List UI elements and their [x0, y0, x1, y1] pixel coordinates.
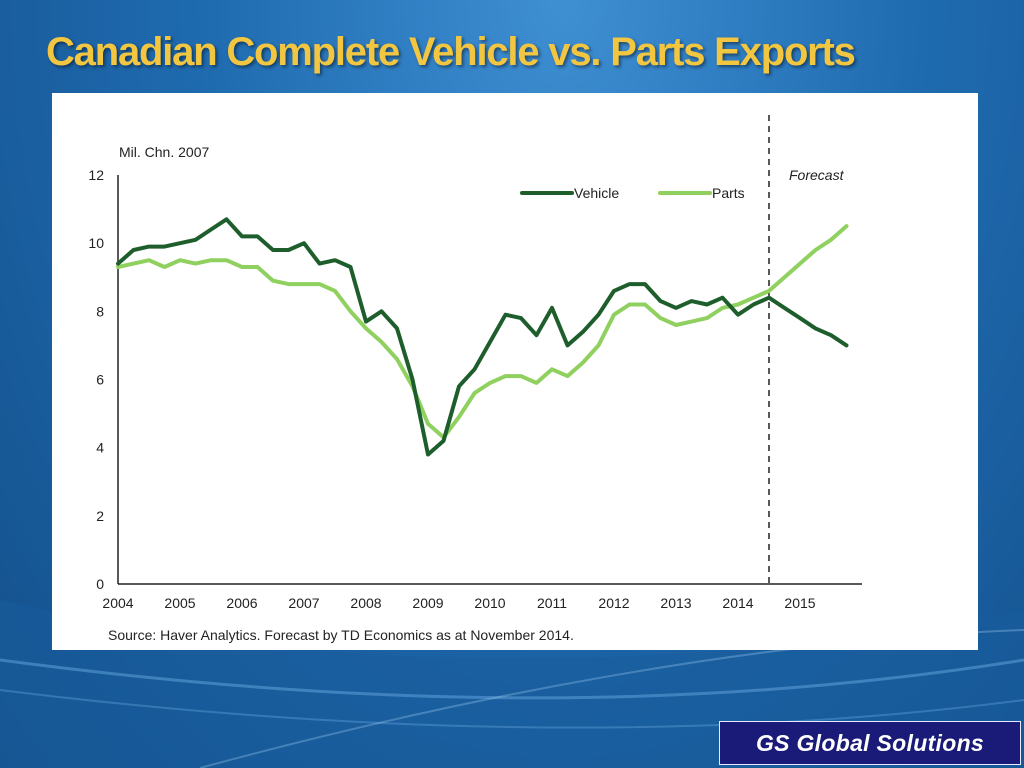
x-tick-label: 2015: [784, 595, 815, 611]
y-tick-label: 4: [96, 440, 104, 456]
brand-name: GS Global Solutions: [755, 729, 985, 756]
x-tick-label: 2007: [288, 595, 319, 611]
source-note: Source: Haver Analytics. Forecast by TD …: [108, 627, 574, 643]
x-tick-label: 2010: [474, 595, 505, 611]
y-tick-label: 12: [88, 167, 104, 183]
brand-badge: GS Global Solutions: [719, 721, 1021, 765]
x-tick-label: 2009: [412, 595, 443, 611]
series-line-parts: [116, 224, 849, 440]
x-tick-label: 2006: [226, 595, 257, 611]
unit-label: Mil. Chn. 2007: [119, 144, 209, 160]
y-tick-label: 10: [88, 235, 104, 251]
legend-label-parts: Parts: [712, 185, 745, 201]
y-tick-label: 2: [96, 508, 104, 524]
y-tick-label: 0: [96, 576, 104, 592]
series-line-vehicle: [116, 217, 849, 457]
x-tick-label: 2013: [660, 595, 691, 611]
line-chart: 0 2 4 6 8 10 12 2004 2005 2006 2007 2008 2009 2010 20…: [88, 115, 862, 643]
x-tick-label: 2008: [350, 595, 381, 611]
x-tick-label: 2005: [164, 595, 195, 611]
y-tick-label: 8: [96, 303, 104, 319]
forecast-label: Forecast: [789, 167, 845, 183]
x-tick-label: 2012: [598, 595, 629, 611]
slide-title: Canadian Complete Vehicle vs. Parts Expo…: [46, 30, 856, 74]
y-tick-label: 6: [96, 372, 104, 388]
legend-label-vehicle: Vehicle: [574, 185, 619, 201]
x-tick-label: 2014: [722, 595, 753, 611]
x-tick-label: 2011: [537, 595, 567, 611]
chart-panel: 0 2 4 6 8 10 12 2004 2005 2006 2007 2008 2009 2010 20…: [52, 93, 978, 650]
x-tick-label: 2004: [102, 595, 133, 611]
